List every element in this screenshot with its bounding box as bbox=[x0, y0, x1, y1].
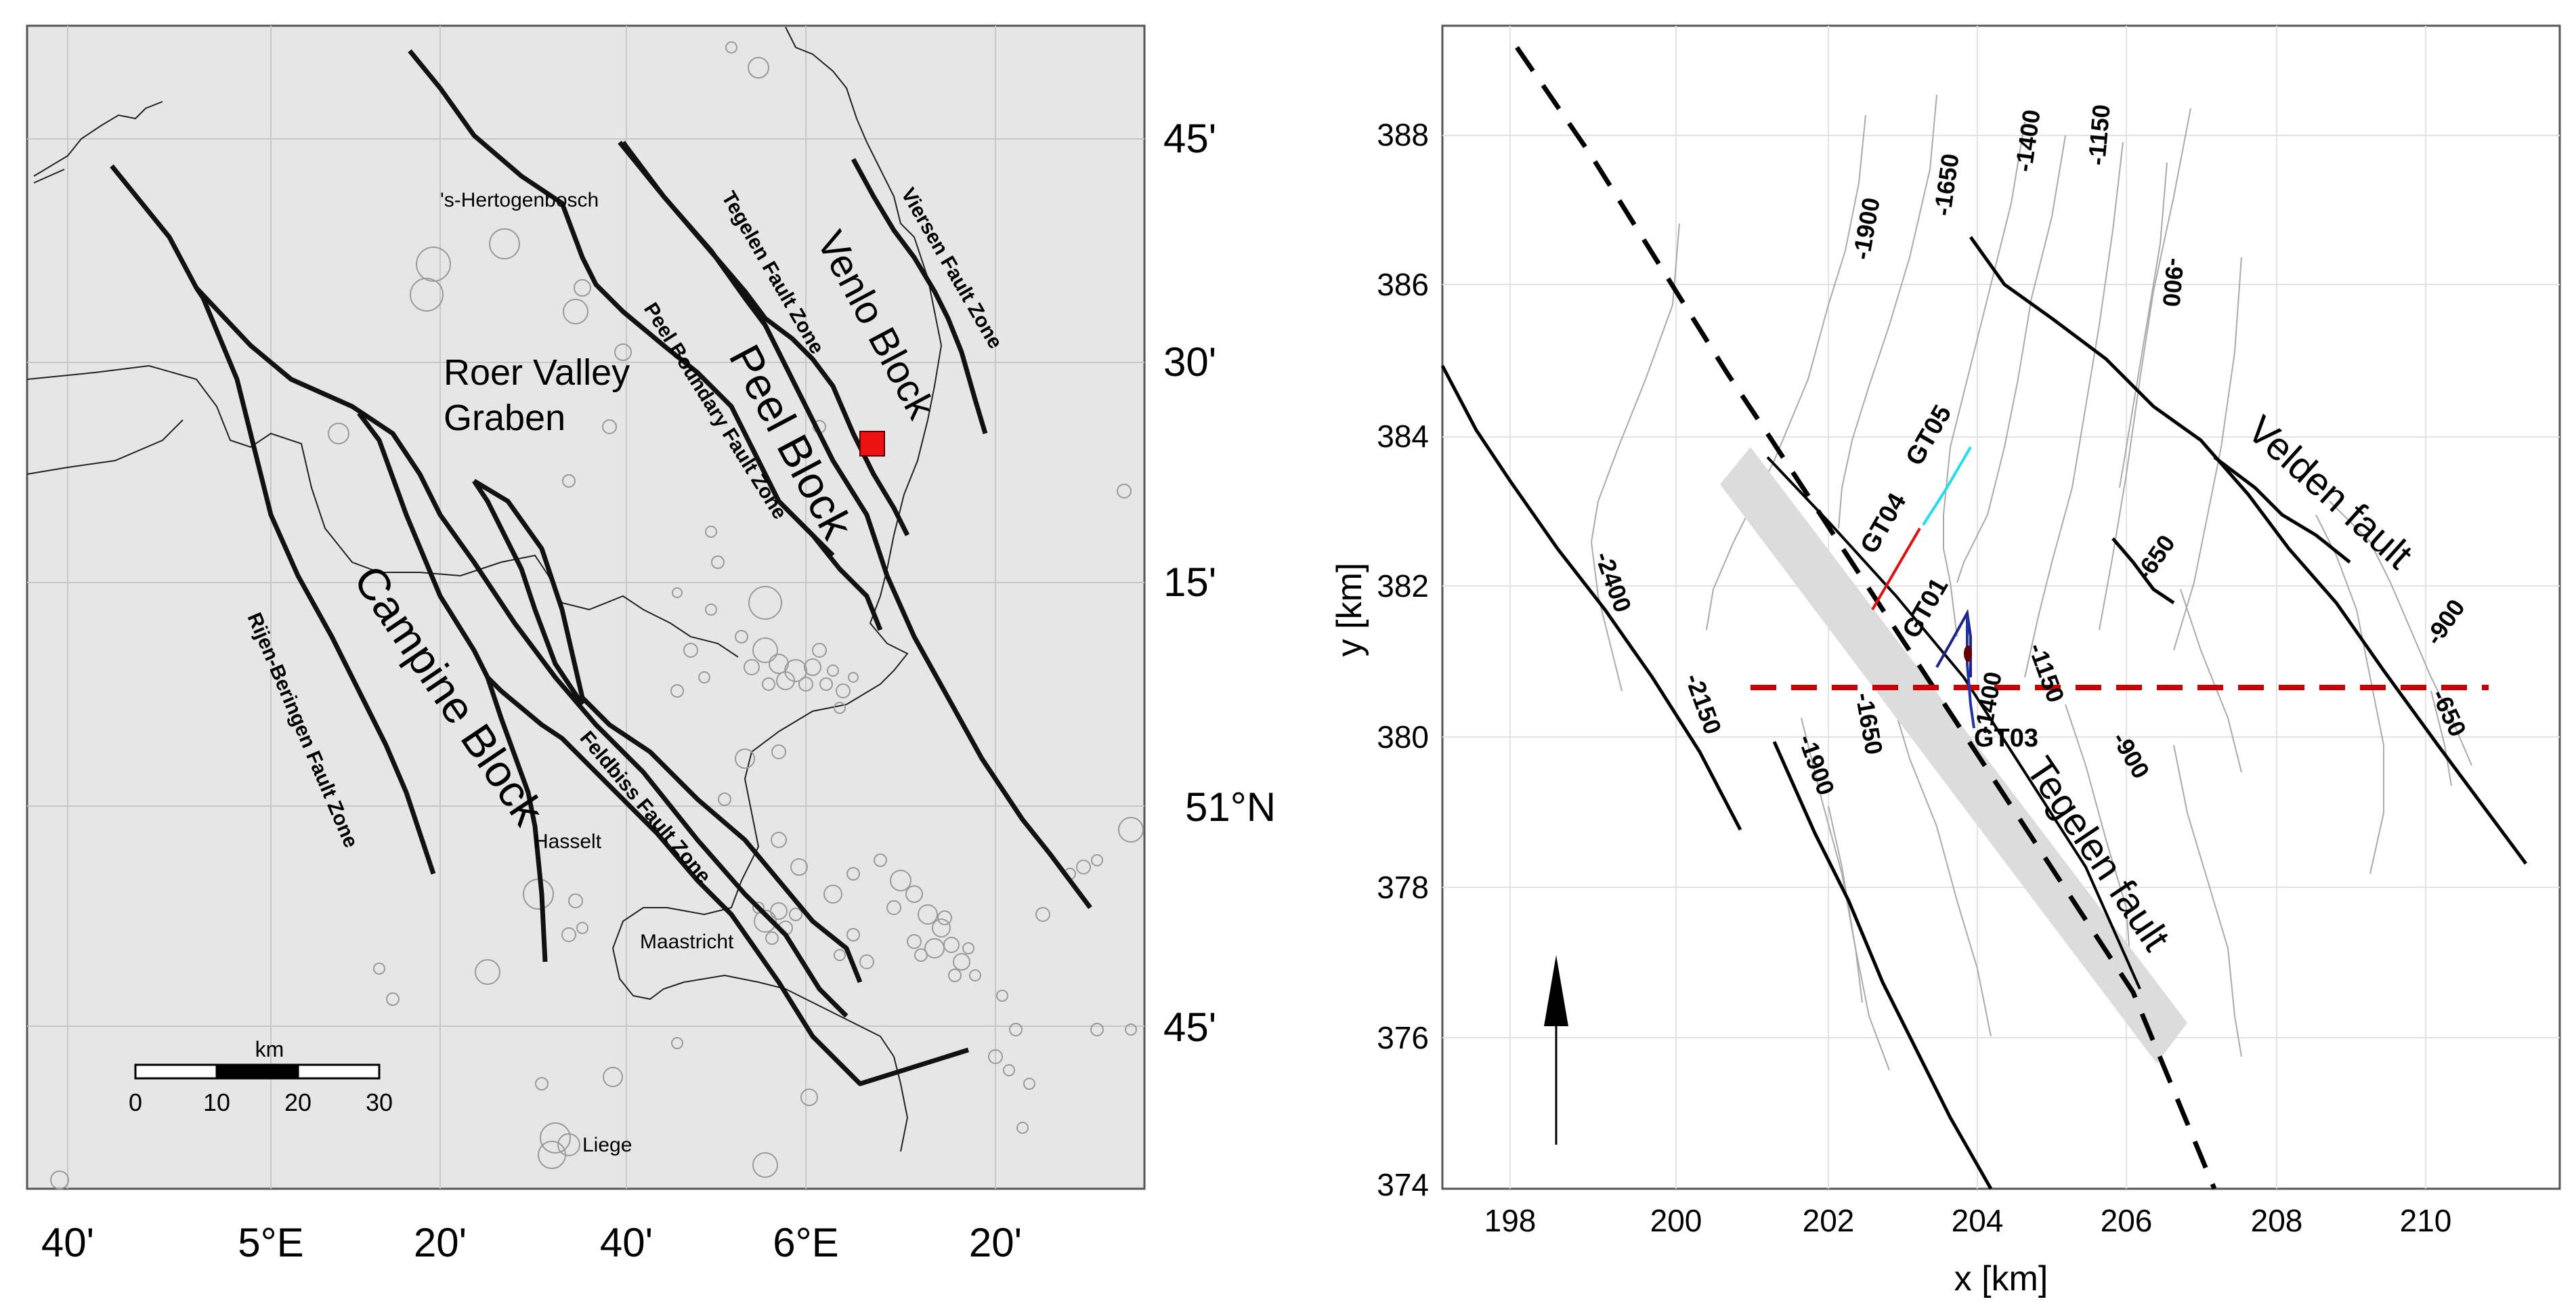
lat-label-5: 45' bbox=[1163, 1005, 1216, 1050]
city-hertogenbosch: 's-Hertogenbosch bbox=[440, 189, 599, 211]
right-plot: GT04 GT05 GT01 GT03 -1900 -1650 -1400 -1… bbox=[1330, 24, 2561, 1298]
fault-peel-boundary bbox=[749, 446, 883, 631]
y-tick-380: 380 bbox=[1377, 719, 1429, 755]
x-tick-202: 202 bbox=[1803, 1203, 1855, 1238]
scale-tick-20: 20 bbox=[284, 1089, 312, 1116]
fault-campine-mid bbox=[472, 480, 584, 706]
lat-label-4: 51°N bbox=[1185, 784, 1276, 830]
x-tick-210: 210 bbox=[2400, 1203, 2452, 1238]
region-label-roer-valley-2: Graben bbox=[444, 398, 565, 438]
scale-bar: km 0 10 20 30 bbox=[129, 1037, 393, 1116]
scale-tick-0: 0 bbox=[129, 1089, 142, 1116]
lon-label-5: 6°E bbox=[773, 1220, 838, 1265]
x-tick-208: 208 bbox=[2251, 1203, 2303, 1238]
north-arrow-icon bbox=[1544, 955, 1568, 1145]
scale-tick-30: 30 bbox=[366, 1089, 393, 1116]
map-frame bbox=[26, 24, 1146, 1190]
lon-label-1: 40' bbox=[41, 1220, 94, 1265]
lat-label-2: 30' bbox=[1163, 339, 1216, 385]
x-axis-label: x [km] bbox=[1954, 1259, 2048, 1298]
lon-label-4: 40' bbox=[600, 1220, 653, 1265]
wells bbox=[1871, 446, 1975, 729]
lon-label-2: 5°E bbox=[238, 1220, 303, 1265]
longitude-labels: 40' 5°E 20' 40' 6°E 20' bbox=[41, 1220, 1022, 1265]
well-gt03-path bbox=[1966, 616, 1975, 729]
tegelen-fault-line bbox=[1766, 456, 2141, 990]
y-tick-386: 386 bbox=[1377, 267, 1429, 302]
fault-tegelen-north bbox=[618, 140, 910, 536]
region-label-roer-valley-1: Roer Valley bbox=[444, 352, 630, 393]
y-axis-label: y [km] bbox=[1330, 563, 1369, 657]
y-tick-374: 374 bbox=[1377, 1167, 1429, 1202]
city-liege: Liege bbox=[582, 1134, 632, 1156]
x-tick-198: 198 bbox=[1484, 1203, 1537, 1238]
x-tick-204: 204 bbox=[1952, 1203, 2004, 1238]
earthquake-epicenters bbox=[50, 41, 1144, 1189]
y-tick-382: 382 bbox=[1377, 568, 1429, 604]
well-head bbox=[1964, 646, 1972, 662]
y-tick-378: 378 bbox=[1377, 870, 1429, 905]
x-tick-200: 200 bbox=[1650, 1203, 1702, 1238]
fault-main-north bbox=[194, 286, 849, 1018]
y-tick-376: 376 bbox=[1377, 1020, 1429, 1055]
y-tick-labels: 388 386 384 382 380 378 376 374 bbox=[1377, 117, 1429, 1202]
depth-contours bbox=[1590, 94, 2472, 1071]
well-gt05-path bbox=[1922, 446, 1972, 526]
lat-label-3: 15' bbox=[1163, 559, 1216, 605]
well-label-gt03: GT03 bbox=[1974, 724, 2038, 753]
fault-dashed-extension bbox=[1515, 46, 2217, 1190]
heavy-contours bbox=[1440, 236, 2528, 1190]
fault-lines bbox=[110, 49, 1092, 1086]
fault-viersen bbox=[851, 158, 988, 435]
x-tick-labels: 198 200 202 204 206 208 210 bbox=[1484, 1203, 2452, 1238]
scale-tick-10: 10 bbox=[203, 1089, 230, 1116]
lon-label-3: 20' bbox=[414, 1220, 467, 1265]
study-site-marker bbox=[859, 431, 885, 457]
y-tick-384: 384 bbox=[1377, 419, 1429, 454]
latitude-labels: 45' 30' 15' 51°N 45' bbox=[1163, 116, 1276, 1050]
map-graticule bbox=[27, 26, 1144, 1189]
lat-label-1: 45' bbox=[1163, 116, 1216, 161]
fault-campine-west bbox=[357, 411, 970, 1086]
city-maastricht: Maastricht bbox=[640, 931, 734, 953]
contour-label-5: -900 bbox=[2158, 257, 2189, 308]
scale-unit: km bbox=[255, 1037, 284, 1061]
x-tick-206: 206 bbox=[2101, 1203, 2153, 1238]
left-map: Roer Valley Graben Peel Block Venlo Bloc… bbox=[26, 24, 1276, 1265]
fault-campine-b bbox=[485, 676, 548, 963]
y-tick-388: 388 bbox=[1377, 117, 1429, 152]
tegelen-fault-zone-band bbox=[1720, 447, 2187, 1063]
national-borders bbox=[26, 26, 943, 1152]
fault-campine-a bbox=[473, 478, 863, 984]
lon-label-6: 20' bbox=[969, 1220, 1022, 1265]
city-hasselt: Hasselt bbox=[534, 830, 602, 853]
well-gt04-path bbox=[1871, 527, 1921, 611]
contour-label-4: -1150 bbox=[2082, 103, 2116, 166]
